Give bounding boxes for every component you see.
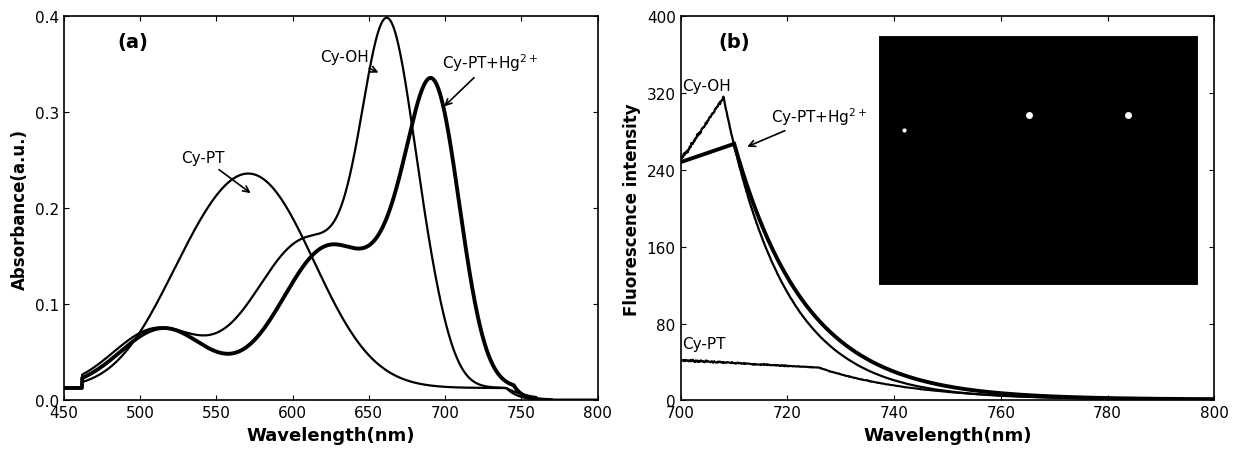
Text: Cy-PT+Hg$^{2+}$: Cy-PT+Hg$^{2+}$ xyxy=(441,52,538,106)
Text: (a): (a) xyxy=(117,33,148,52)
Text: (b): (b) xyxy=(718,33,750,52)
Text: Cy-PT+Hg$^{2+}$: Cy-PT+Hg$^{2+}$ xyxy=(749,106,868,147)
X-axis label: Wavelength(nm): Wavelength(nm) xyxy=(247,426,415,444)
Y-axis label: Absorbance(a.u.): Absorbance(a.u.) xyxy=(11,128,29,289)
Text: Cy-OH: Cy-OH xyxy=(320,50,377,73)
X-axis label: Wavelength(nm): Wavelength(nm) xyxy=(863,426,1032,444)
Text: Cy-OH: Cy-OH xyxy=(682,79,730,94)
Text: Cy-PT: Cy-PT xyxy=(682,336,725,351)
Text: Cy-PT: Cy-PT xyxy=(181,151,249,192)
Y-axis label: Fluorescence intensity: Fluorescence intensity xyxy=(624,103,641,315)
